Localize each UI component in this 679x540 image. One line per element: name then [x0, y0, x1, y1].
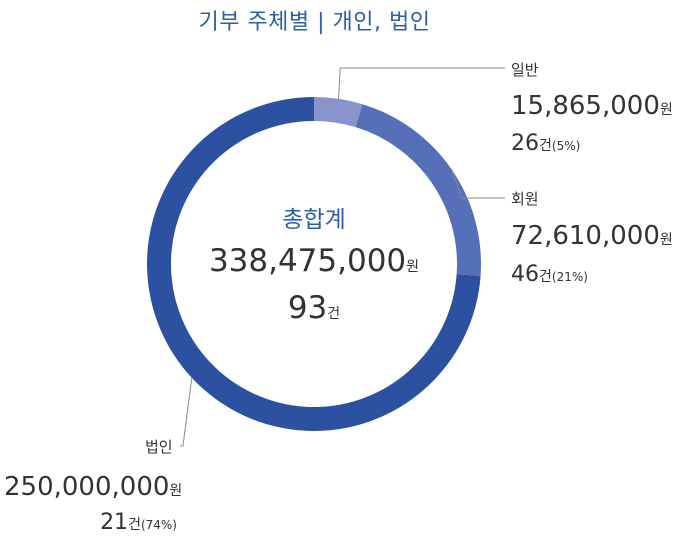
slice-label-corporate: 법인 [145, 438, 173, 456]
slice-label-general: 일반 [511, 61, 539, 79]
slice-count-corporate-value: 21 [100, 510, 129, 535]
donut-slices [147, 97, 481, 431]
count-unit: 건 [128, 517, 141, 533]
slice-count-member-value: 46 [511, 262, 539, 287]
leader-lines [180, 67, 505, 447]
amount-unit: 원 [659, 232, 673, 248]
slice-amount-member: 72,610,000원 [511, 221, 673, 251]
slice-amount-general: 15,865,000원 [511, 91, 673, 121]
count-unit: 건 [539, 269, 552, 285]
total-count: 93건 [214, 290, 414, 326]
slice-count-general-value: 26 [511, 131, 539, 156]
count-unit: 건 [539, 138, 552, 154]
slice-amount-corporate-value: 250,000,000 [4, 472, 170, 502]
slice-count-member: 46건(21%) [511, 262, 588, 287]
total-amount-unit: 원 [406, 259, 420, 275]
slice-amount-corporate: 250,000,000원 [4, 472, 182, 502]
leader-line-general [338, 67, 505, 99]
slice-general [314, 97, 363, 128]
slice-member [355, 104, 481, 276]
amount-unit: 원 [169, 483, 183, 499]
slice-count-corporate: 21건(74%) [100, 510, 177, 535]
slice-amount-general-value: 15,865,000 [511, 91, 660, 121]
slice-percent-general: (5%) [551, 139, 581, 153]
total-label: 총합계 [282, 207, 346, 233]
slice-amount-member-value: 72,610,000 [511, 221, 660, 251]
total-count-value: 93 [287, 290, 328, 326]
slice-percent-member: (21%) [551, 270, 588, 284]
slice-label-member: 회원 [511, 190, 539, 208]
total-amount: 338,475,000원 [204, 243, 424, 279]
leader-line-corporate [180, 377, 193, 447]
leader-line-member [451, 169, 505, 199]
slice-percent-corporate: (74%) [140, 518, 177, 532]
amount-unit: 원 [659, 102, 673, 118]
total-count-unit: 건 [327, 306, 341, 322]
slice-count-general: 26건(5%) [511, 131, 580, 156]
chart-title: 기부 주체별 | 개인, 법인 [198, 10, 431, 35]
total-amount-value: 338,475,000 [208, 243, 407, 279]
